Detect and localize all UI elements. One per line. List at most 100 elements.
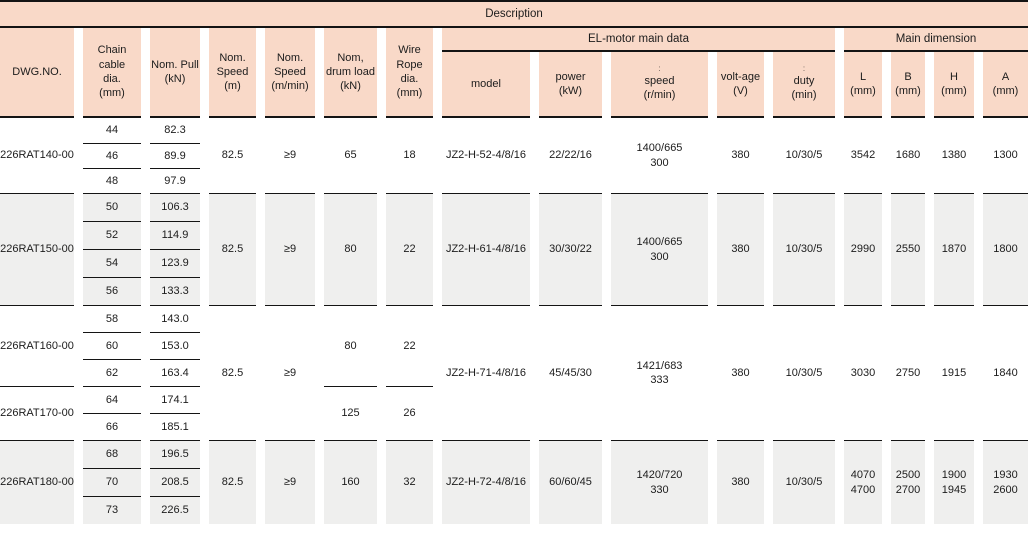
motor-speed-value: 1400/665 300 [636,142,683,169]
nom-pull-value: 143.0 [150,305,200,332]
dim-a-value: 1840 [983,305,1028,440]
table-row: 60 153.0 [0,332,1028,359]
col-header-power: power (kW) [539,52,602,118]
drum-load-value: 80 [324,305,377,386]
table-row: 226RAT140-00 44 82.3 82.5 ≥9 65 18 JZ2-H… [0,118,1028,168]
chain-dia-value: 50 [83,193,141,221]
wire-dia-value: 26 [386,386,433,440]
table-row: 226RAT160-00 58 143.0 82.5 ≥9 80 22 JZ2-… [0,305,1028,386]
dwg-no-cell: 226RAT160-00 [0,305,74,386]
dim-b-value: 2550 [891,193,925,305]
dwg-no-cell: 226RAT180-00 [0,440,74,524]
motor-speed-value: 1420/720 330 [611,440,708,524]
wire-dia-value: 18 [403,149,416,162]
motor-speed-value: 1400/665 300 [611,193,708,305]
col-header-voltage: volt-age (V) [717,52,764,118]
motor-power-value: 45/45/30 [539,305,602,440]
nom-speed-mmin-value: ≥9 [265,305,315,440]
motor-model-value: JZ2-H-72-4/8/16 [442,440,530,524]
motor-duty-value: 10/30/5 [773,305,835,440]
motor-model-value: JZ2-H-71-4/8/16 [442,305,530,440]
dim-a-value: 1930 2600 [983,440,1028,524]
col-header-dim-b: B (mm) [891,52,925,118]
spec-table: Description DWG.NO. Chain cable dia. (mm… [0,0,1028,524]
dim-a-value: 1800 [983,193,1028,305]
el-motor-group-header: EL-motor main data [442,28,835,52]
table-row: 226RAT170-00 64 174.1 125 26 [0,386,1028,419]
col-header-nom-speed-m: Nom. Speed (m) [209,28,256,118]
motor-duty-value: 10/30/5 [773,440,835,524]
nom-speed-mmin-value: ≥9 [283,149,297,162]
dim-l-value: 2990 [844,193,882,305]
col-header-dwg-no: DWG.NO. [0,28,74,118]
chain-dia-value: 62 [83,359,141,386]
table-row: 56 133.3 [0,277,1028,305]
table-row: 226RAT180-00 68 196.5 82.5 ≥9 160 32 JZ2… [0,440,1028,524]
dim-a-value: 1300 [993,149,1018,162]
nom-speed-m-value: 82.5 [209,193,256,305]
description-header: Description [0,0,1028,28]
dim-b-value: 2500 2700 [891,440,925,524]
dim-h-value: 1900 1945 [934,440,974,524]
drum-load-value: 160 [324,440,377,524]
drum-load-value: 65 [344,149,357,162]
nom-pull-value: 97.9 [150,168,200,193]
chain-dia-value: 64 [83,386,141,413]
motor-model-value: JZ2-H-61-4/8/16 [442,193,530,305]
chain-dia-value: 58 [83,305,141,332]
dim-l-value: 3542 [850,149,876,162]
col-header-nom-speed-mmin: Nom. Speed (m/min) [265,28,315,118]
chain-dia-value: 70 [83,468,141,496]
dwg-no-cell: 226RAT170-00 [0,386,74,440]
table-row: 48 97.9 [0,168,1028,193]
duty-header-mark: : [802,64,806,74]
dim-l-value: 4070 4700 [844,440,882,524]
col-header-dim-l: L (mm) [844,52,882,118]
chain-dia-value: 44 [105,124,119,137]
chain-dia-value: 66 [83,413,141,440]
nom-pull-value: 208.5 [150,468,200,496]
col-header-dim-h: H (mm) [934,52,974,118]
nom-pull-value: 123.9 [150,249,200,277]
motor-power-value: 30/30/22 [539,193,602,305]
dim-h-value: 1870 [934,193,974,305]
table-row: 62 163.4 [0,359,1028,386]
wire-dia-value: 32 [386,440,433,524]
nom-speed-m-value: 82.5 [209,305,256,440]
description-row: Description [0,0,1028,28]
motor-power-value: 22/22/16 [549,149,592,162]
speed-header-label: speed (r/min) [643,75,676,102]
nom-pull-value: 153.0 [150,332,200,359]
wire-dia-value: 22 [386,305,433,386]
table-row: 226RAT150-00 50 106.3 82.5 ≥9 80 22 JZ2-… [0,193,1028,305]
motor-duty-value: 10/30/5 [785,149,823,162]
duty-header-label: duty (min) [791,75,817,102]
nom-pull-value: 196.5 [150,440,200,468]
motor-voltage-value: 380 [717,193,764,305]
table-row: 66 185.1 [0,413,1028,440]
nom-pull-value: 106.3 [150,193,200,221]
dim-b-value: 2750 [891,305,925,440]
col-header-nom-pull: Nom. Pull (kN) [150,28,200,118]
col-header-speed: : speed (r/min) [611,52,708,118]
nom-pull-value: 114.9 [150,221,200,249]
col-header-wire-rope-dia: Wire Rope dia. (mm) [386,28,433,118]
motor-model-value: JZ2-H-52-4/8/16 [445,149,527,162]
chain-dia-value: 68 [83,440,141,468]
col-header-duty: : duty (min) [773,52,835,118]
drum-load-value: 125 [324,386,377,440]
nom-speed-mmin-value: ≥9 [265,440,315,524]
group-header-row: DWG.NO. Chain cable dia. (mm) Nom. Pull … [0,28,1028,118]
speed-header-mark: : [658,64,661,74]
motor-speed-value: 1421/683 333 [611,305,708,440]
nom-speed-m-value: 82.5 [221,149,244,162]
table-row: 52 114.9 [0,221,1028,249]
chain-dia-value: 60 [83,332,141,359]
nom-pull-value: 174.1 [150,386,200,413]
motor-duty-value: 10/30/5 [773,193,835,305]
dwg-no-cell: 226RAT150-00 [0,193,74,305]
chain-dia-value: 48 [83,168,141,193]
main-dimension-group-header: Main dimension [844,28,1028,52]
motor-voltage-value: 380 [717,305,764,440]
dim-l-value: 3030 [844,305,882,440]
